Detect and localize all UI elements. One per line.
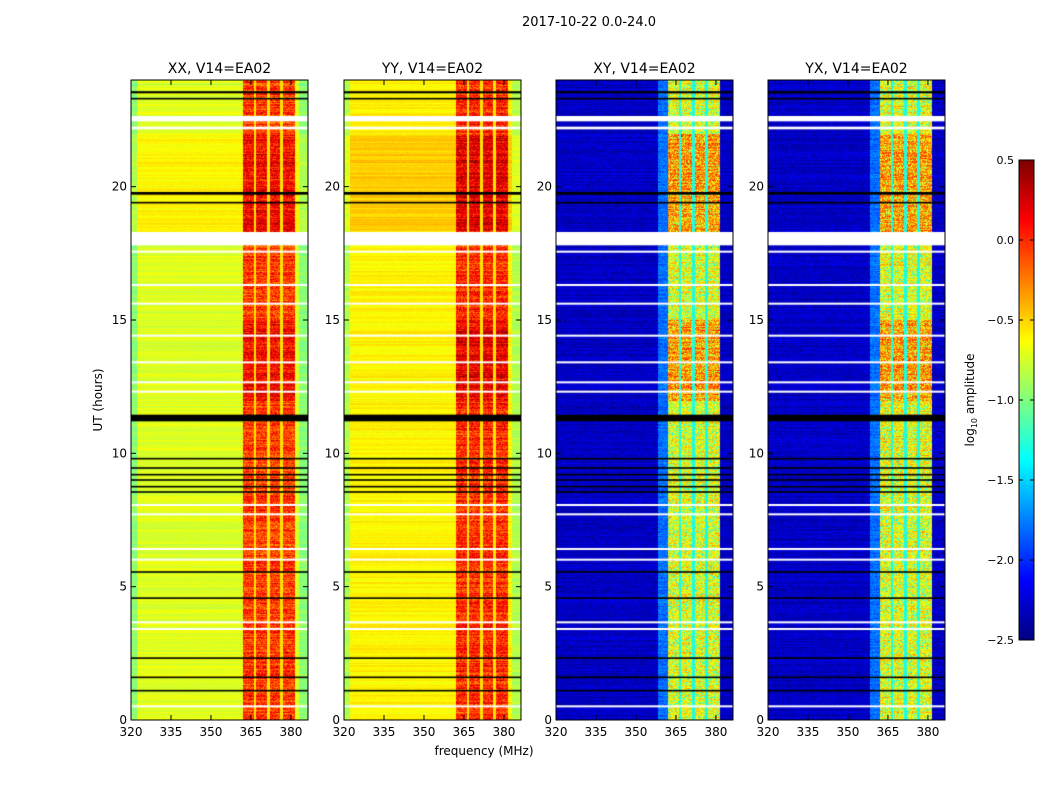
y-tick-label: 5 [544, 580, 552, 594]
x-tick-label: 350 [200, 725, 223, 739]
colorbar-tick-label: −1.5 [987, 474, 1014, 487]
panel-title: YX, V14=EA02 [804, 61, 907, 77]
x-tick-label: 380 [492, 725, 515, 739]
colorbar-label: log10 amplitude [963, 354, 979, 447]
colorbar-tick-label: 0.0 [997, 234, 1015, 247]
x-tick-label: 350 [625, 725, 648, 739]
y-tick-label: 10 [325, 446, 340, 460]
colorbar-tick-label: −2.0 [987, 554, 1014, 567]
x-tick-label: 335 [585, 725, 608, 739]
x-tick-label: 335 [160, 725, 183, 739]
y-tick-label: 15 [749, 313, 764, 327]
y-tick-label: 0 [332, 713, 340, 727]
panel-frame [343, 79, 522, 721]
x-tick-label: 380 [704, 725, 727, 739]
y-tick-label: 20 [325, 180, 340, 194]
x-tick-label: 365 [665, 725, 688, 739]
y-axis-label: UT (hours) [91, 368, 105, 431]
x-tick-label: 320 [757, 725, 780, 739]
y-tick-label: 5 [756, 580, 764, 594]
panel-title: YY, V14=EA02 [381, 61, 483, 77]
colorbar-tick-label: 0.5 [997, 154, 1015, 167]
heatmap-yy [344, 80, 521, 720]
y-tick-label: 5 [119, 580, 127, 594]
x-tick-label: 350 [413, 725, 436, 739]
y-tick-label: 15 [325, 313, 340, 327]
heatmap-xy [556, 80, 733, 720]
y-tick-label: 20 [749, 180, 764, 194]
x-tick-label: 320 [333, 725, 356, 739]
x-tick-label: 320 [545, 725, 568, 739]
panel-title: XY, V14=EA02 [593, 61, 695, 77]
x-tick-label: 380 [916, 725, 939, 739]
panel-title: XX, V14=EA02 [168, 61, 271, 77]
y-tick-label: 0 [544, 713, 552, 727]
x-tick-label: 335 [797, 725, 820, 739]
x-tick-label: 320 [120, 725, 143, 739]
x-axis-label: frequency (MHz) [434, 744, 533, 758]
x-tick-label: 365 [240, 725, 263, 739]
y-tick-label: 5 [332, 580, 340, 594]
colorbar-tick-label: −1.0 [987, 394, 1014, 407]
heatmap-yx [768, 80, 945, 720]
y-tick-label: 20 [537, 180, 552, 194]
x-tick-label: 380 [279, 725, 302, 739]
panel-frame [130, 79, 309, 721]
colorbar-tick-label: −0.5 [987, 314, 1014, 327]
y-tick-label: 10 [112, 446, 127, 460]
y-tick-label: 0 [119, 713, 127, 727]
colorbar [1019, 160, 1034, 640]
x-tick-label: 335 [373, 725, 396, 739]
y-tick-label: 15 [112, 313, 127, 327]
suptitle: 2017-10-22 0.0-24.0 [522, 15, 656, 30]
colorbar-tick-label: −2.5 [987, 634, 1014, 647]
y-tick-label: 20 [112, 180, 127, 194]
y-tick-label: 10 [537, 446, 552, 460]
x-tick-label: 350 [837, 725, 860, 739]
x-tick-label: 365 [453, 725, 476, 739]
y-tick-label: 10 [749, 446, 764, 460]
heatmap-xx [131, 80, 308, 720]
y-tick-label: 15 [537, 313, 552, 327]
x-tick-label: 365 [877, 725, 900, 739]
panel-frame [555, 79, 734, 721]
y-tick-label: 0 [756, 713, 764, 727]
panel-frame [767, 79, 946, 721]
